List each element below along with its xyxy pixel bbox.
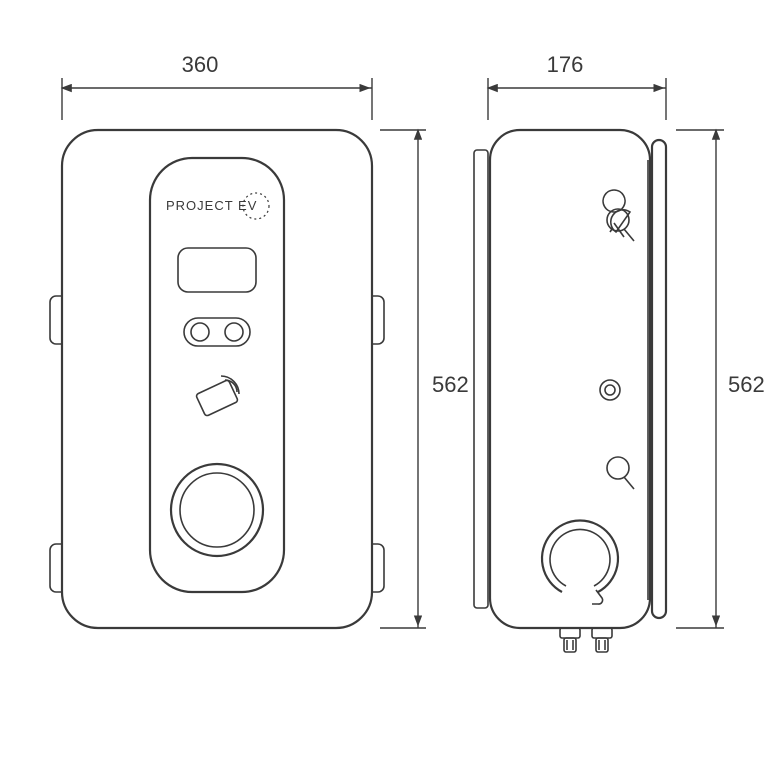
technical-drawing: 360 562 PROJECT EV	[0, 0, 768, 768]
side-view: 176 562	[474, 52, 765, 652]
display-screen	[178, 248, 256, 292]
led-housing	[184, 318, 250, 346]
back-plate	[474, 150, 488, 608]
brand-logo: PROJECT EV	[166, 193, 269, 219]
center-screw-inner	[605, 385, 615, 395]
dim-width-side: 176	[488, 52, 666, 120]
led-left	[191, 323, 209, 341]
charging-socket	[171, 464, 263, 556]
dim-height-side: 562	[676, 130, 765, 628]
front-inner-panel	[150, 158, 284, 592]
dim-width-front: 360	[62, 52, 372, 120]
led-right	[225, 323, 243, 341]
dim-width-side-label: 176	[547, 52, 584, 77]
front-view: 360 562 PROJECT EV	[50, 52, 469, 628]
front-bar	[652, 140, 666, 618]
dim-width-front-label: 360	[182, 52, 219, 77]
rfid-icon	[196, 376, 239, 416]
side-socket	[542, 521, 618, 605]
dim-height-front: 562	[380, 130, 469, 628]
dim-height-side-label: 562	[728, 372, 765, 397]
center-screw	[600, 380, 620, 400]
bottom-connectors	[560, 628, 612, 652]
dim-height-front-label: 562	[432, 372, 469, 397]
side-body	[490, 130, 650, 628]
keyhole-bottom	[607, 457, 634, 489]
